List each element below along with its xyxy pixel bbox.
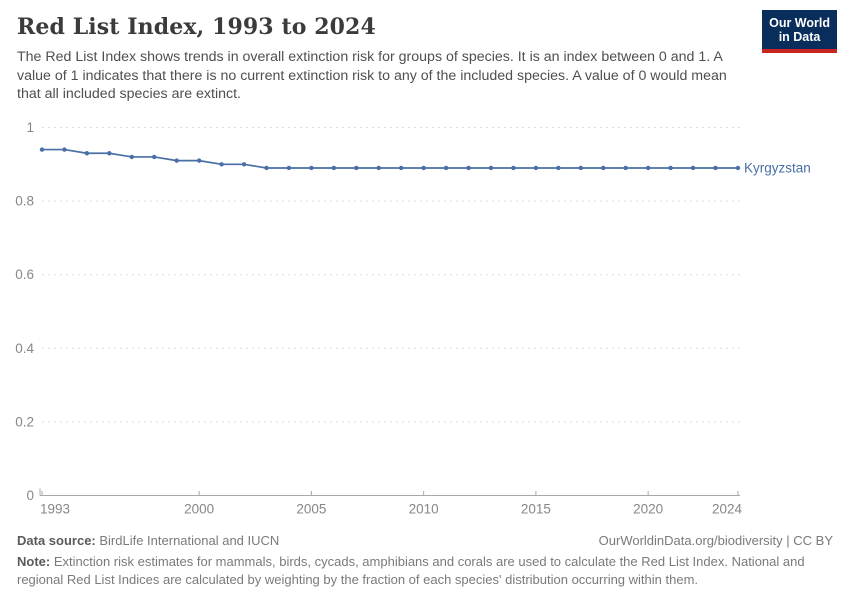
x-tick-label: 2024 [712, 502, 743, 517]
y-tick-label: 0.8 [15, 194, 34, 209]
series-label[interactable]: Kyrgyzstan [744, 160, 811, 175]
y-tick-label: 0.6 [15, 267, 34, 282]
data-point[interactable] [399, 165, 404, 171]
y-tick-label: 1 [26, 120, 34, 135]
data-point[interactable] [623, 165, 628, 171]
attribution-link[interactable]: OurWorldinData.org/biodiversity | CC BY [598, 533, 833, 549]
y-tick-label: 0 [26, 488, 34, 503]
y-tick-label: 0.4 [15, 341, 34, 356]
data-point[interactable] [286, 165, 292, 171]
x-tick-label: 2000 [184, 502, 214, 517]
data-point[interactable] [376, 165, 381, 171]
data-point[interactable] [62, 147, 67, 152]
data-point[interactable] [264, 165, 269, 171]
series-line[interactable] [42, 148, 738, 169]
note-label: Note: [17, 554, 51, 570]
data-point[interactable] [713, 165, 718, 171]
x-tick-label: 2015 [521, 502, 551, 517]
line-chart[interactable]: 0 0.2 0.4 0.6 0.8 1 1993 2000 2005 2010 2015 2020 20… [0, 120, 850, 520]
data-point[interactable] [129, 154, 134, 160]
x-tick-label: 1993 [40, 502, 70, 517]
data-point[interactable] [601, 165, 606, 171]
data-point[interactable] [533, 165, 539, 171]
y-tick-label: 0.2 [15, 414, 34, 429]
data-point[interactable] [174, 158, 179, 163]
x-tick-label: 2005 [296, 502, 326, 517]
data-point[interactable] [219, 162, 224, 167]
data-point[interactable] [39, 147, 45, 152]
data-point[interactable] [466, 165, 471, 171]
owid-logo-line1: Our World [769, 16, 830, 30]
data-source-value: BirdLife International and IUCN [95, 533, 280, 549]
data-point[interactable] [331, 165, 337, 171]
data-point[interactable] [107, 151, 112, 156]
data-point[interactable] [196, 158, 202, 163]
data-point[interactable] [511, 165, 516, 171]
data-point[interactable] [152, 154, 157, 160]
data-point[interactable] [578, 165, 583, 171]
data-point[interactable] [556, 165, 561, 171]
data-point[interactable] [309, 165, 314, 171]
owid-logo-line2: in Data [778, 30, 821, 45]
chart-note: Note: Extinction risk estimates for mamm… [17, 553, 812, 589]
data-point[interactable] [690, 165, 696, 171]
data-point[interactable] [668, 165, 673, 171]
owid-logo[interactable]: Our World in Data [762, 10, 837, 53]
data-point[interactable] [645, 165, 651, 171]
chart-header: Red List Index, 1993 to 2024 The Red Lis… [17, 14, 750, 104]
page-title: Red List Index, 1993 to 2024 [17, 14, 376, 40]
chart-footer: Data source: BirdLife International and … [17, 533, 833, 589]
note-value: Extinction risk estimates for mammals, b… [17, 554, 805, 588]
data-point[interactable] [735, 165, 741, 171]
data-point[interactable] [354, 165, 359, 171]
data-source-label: Data source: [17, 533, 96, 549]
data-source: Data source: BirdLife International and … [17, 533, 279, 548]
chart-canvas[interactable]: 0 0.2 0.4 0.6 0.8 1 1993 2000 2005 2010 2015 2020 20… [0, 120, 850, 520]
x-tick-label: 2010 [409, 502, 439, 517]
data-point[interactable] [488, 165, 494, 171]
data-point[interactable] [241, 162, 247, 167]
data-point[interactable] [421, 165, 426, 171]
chart-subtitle: The Red List Index shows trends in overa… [17, 49, 727, 103]
data-point[interactable] [443, 165, 449, 171]
data-point[interactable] [84, 151, 90, 156]
x-tick-label: 2020 [633, 502, 663, 517]
